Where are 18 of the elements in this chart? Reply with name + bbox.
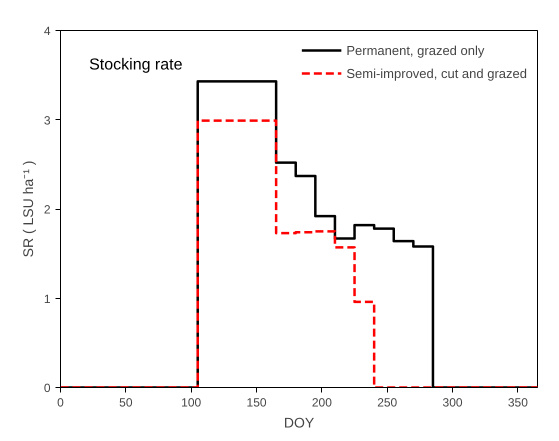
legend-label: Permanent, grazed only: [346, 42, 486, 58]
x-tick-label: 50: [119, 396, 133, 410]
x-axis-title: DOY: [284, 414, 315, 430]
x-tick-label: 200: [312, 396, 332, 410]
x-tick-label: 250: [377, 396, 398, 410]
y-tick-label: 1: [44, 292, 51, 306]
x-tick-label: 350: [508, 396, 528, 410]
y-tick-label: 2: [44, 202, 51, 216]
x-tick-label: 0: [57, 396, 64, 410]
y-tick-label: 0: [44, 381, 51, 395]
legend-label: Semi-improved, cut and grazed: [346, 66, 527, 80]
y-tick-label: 3: [44, 113, 51, 128]
y-tick-label: 4: [44, 24, 51, 38]
text: Stocking rate: [89, 56, 183, 74]
x-tick-label: 150: [246, 396, 267, 410]
x-tick-label: 100: [181, 396, 202, 410]
x-tick-label: 300: [442, 396, 463, 410]
y-axis-title: SR ( LSU ha⁻¹ ): [20, 160, 36, 258]
